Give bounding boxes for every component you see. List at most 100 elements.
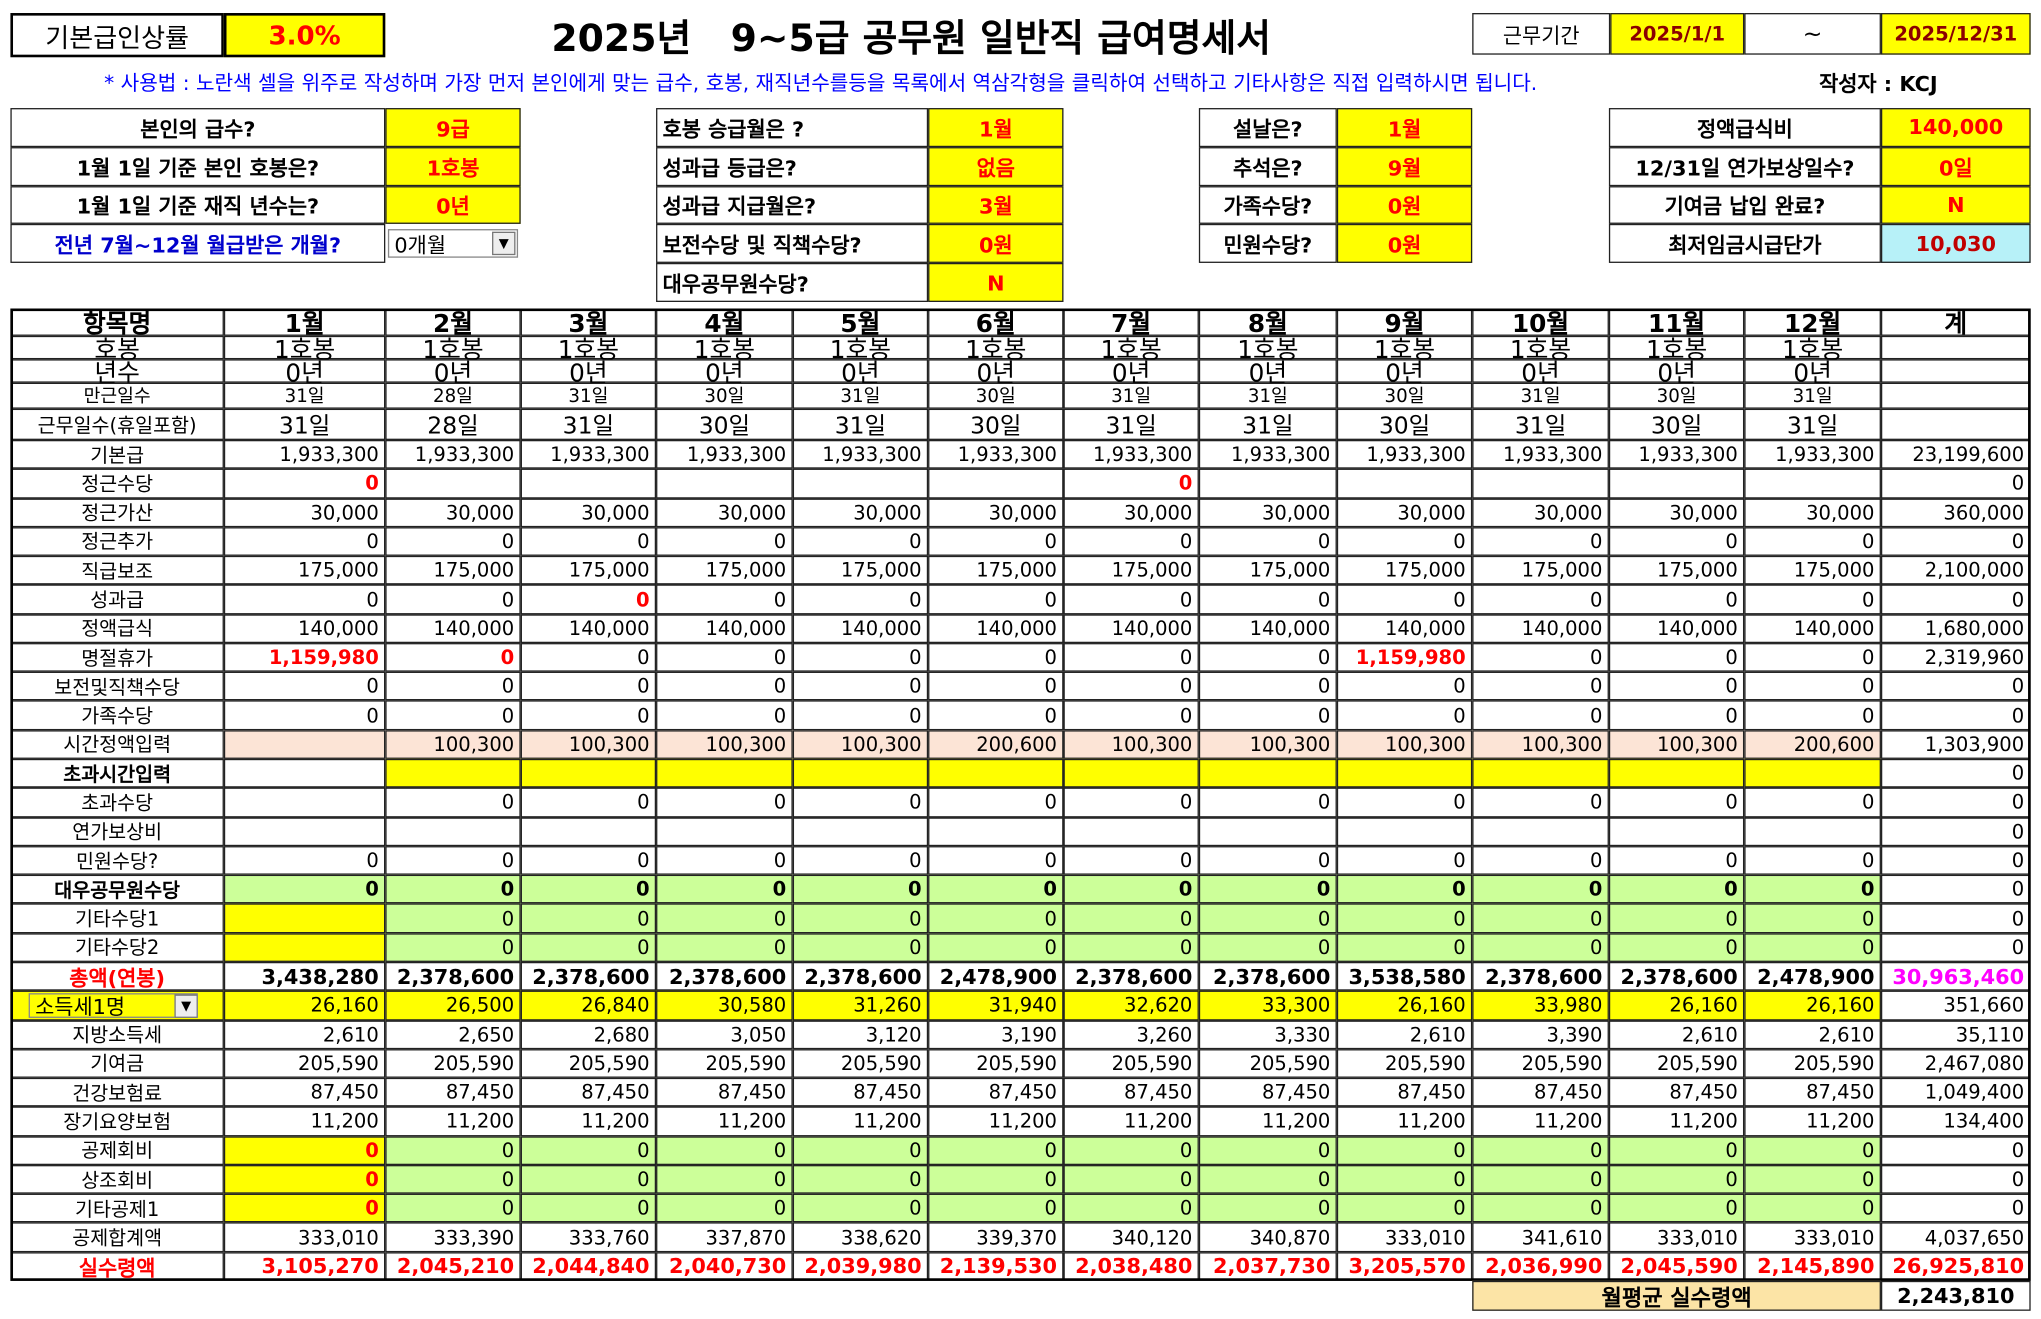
- value-cell: 30,000: [1063, 497, 1199, 527]
- row-label: 년수: [10, 359, 224, 387]
- cell-text: 2,650: [458, 1022, 515, 1047]
- cell-text: 0: [501, 587, 515, 612]
- value-cell: 100,300: [1472, 729, 1609, 759]
- value-cell: 0: [1608, 903, 1745, 933]
- value-cell: 0: [223, 468, 386, 498]
- cell-text: * 사용법 : 노란색 셀을 위주로 작성하며 가장 먼저 본인에게 맞는 급수…: [104, 71, 1538, 96]
- cell-text: 0: [365, 1196, 379, 1221]
- value-cell: 2,378,600: [1472, 961, 1609, 991]
- cell-text: 87,450: [1397, 1080, 1466, 1105]
- cell-text: 2월: [432, 309, 473, 339]
- tax-dropdown[interactable]: 소득세1명: [28, 993, 198, 1020]
- value-cell: 0: [1744, 671, 1881, 701]
- value-cell: 0: [1198, 584, 1337, 614]
- value-cell: [520, 758, 657, 788]
- value-cell: 31일: [520, 408, 657, 440]
- value-cell: 2,040,730: [656, 1251, 793, 1281]
- setting-value: 0원: [1336, 224, 1473, 264]
- value-cell: [385, 758, 521, 788]
- value-cell: 2,610: [223, 1019, 386, 1049]
- value-cell: 31일: [1063, 382, 1199, 409]
- value-cell: 11,200: [520, 1106, 657, 1136]
- cell-text: 0: [1725, 1138, 1738, 1163]
- value-cell: 2,044,840: [520, 1251, 657, 1281]
- cell-text: 0: [501, 790, 515, 815]
- row-label: 초과시간입력: [10, 758, 224, 788]
- cell-text: 140,000: [1521, 616, 1603, 641]
- value-cell: 333,010: [1744, 1222, 1881, 1252]
- cell-text: 0: [1453, 935, 1466, 960]
- cell-text: 2,045,210: [396, 1253, 515, 1279]
- cell-text: 0: [637, 906, 650, 931]
- cell-text: 4월: [704, 309, 745, 339]
- cell-text: 기본급: [90, 443, 145, 467]
- cell-text: 0: [501, 906, 515, 931]
- value-cell: 0: [520, 787, 657, 817]
- value-cell: 0: [656, 671, 793, 701]
- cell-text: 175,000: [1657, 558, 1738, 583]
- value-cell: 0: [928, 1135, 1064, 1165]
- value-cell: 0: [1608, 874, 1745, 904]
- cell-text: 0: [773, 529, 787, 554]
- cell-text: 민원수당?: [76, 849, 159, 873]
- cell-text: 32,620: [1124, 993, 1193, 1018]
- cell-text: 만근일수: [83, 386, 151, 408]
- cell-text: 0: [1453, 703, 1466, 728]
- value-cell: 0: [1063, 1164, 1199, 1194]
- cell-text: 0: [2011, 529, 2025, 554]
- value-cell: 2,378,600: [385, 961, 521, 991]
- cell-text: 0: [1179, 529, 1193, 554]
- cell-text: 초과시간입력: [63, 762, 172, 786]
- value-cell: 0: [928, 700, 1064, 730]
- rate-value: 3.0%: [223, 13, 386, 58]
- cell-text: 11,200: [988, 1109, 1057, 1134]
- row-label: 가족수당: [10, 700, 224, 730]
- value-cell: 2,680: [520, 1019, 657, 1049]
- value-cell: 0: [520, 671, 657, 701]
- value-cell: 0: [1063, 787, 1199, 817]
- cell-text: 140,000: [433, 616, 515, 641]
- cell-text: 1,933,300: [414, 442, 515, 467]
- value-cell: 1호봉: [928, 335, 1064, 364]
- cell-text: 1,049,400: [1924, 1080, 2025, 1105]
- value-cell: 30,000: [1744, 497, 1881, 527]
- value-cell: [385, 468, 521, 498]
- cell-text: 87,450: [1261, 1080, 1331, 1105]
- cell-text: 175,000: [568, 558, 650, 583]
- value-cell: 0: [1063, 468, 1199, 498]
- cell-text: 30일: [975, 386, 1016, 408]
- value-cell: 140,000: [1063, 613, 1199, 643]
- row-label: 기본급: [10, 439, 224, 469]
- value-cell: 3,390: [1472, 1019, 1609, 1049]
- cell-text: 0: [773, 1167, 787, 1192]
- cell-text: 0원: [1387, 233, 1422, 259]
- dropdown-arrow[interactable]: ▼: [492, 232, 516, 256]
- cell-text: 2,243,810: [1897, 1283, 2015, 1309]
- value-cell: 0: [385, 787, 521, 817]
- setting-dropdown[interactable]: 0개월: [387, 229, 519, 258]
- value-cell: 2,478,900: [1744, 961, 1881, 991]
- value-cell: 333,390: [385, 1222, 521, 1252]
- value-cell: 0: [792, 642, 929, 672]
- value-cell: 0: [928, 845, 1064, 875]
- setting-value: 9월: [1336, 146, 1473, 186]
- cell-text: 0: [501, 1138, 515, 1163]
- value-cell: [1880, 408, 2031, 440]
- value-cell: 30일: [928, 382, 1064, 409]
- cell-text: 상조회비: [81, 1168, 154, 1192]
- dropdown-arrow[interactable]: ▼: [174, 994, 198, 1019]
- cell-text: 140,000: [976, 616, 1057, 641]
- cell-text: 205,590: [433, 1051, 515, 1076]
- setting-value: 3월: [928, 185, 1064, 225]
- value-cell: [1336, 816, 1473, 846]
- cell-text: 0: [501, 529, 515, 554]
- cell-text: 140,000: [1249, 616, 1331, 641]
- value-cell: [792, 468, 929, 498]
- cell-text: 1,159,980: [1355, 645, 1466, 670]
- cell-text: 87,450: [1806, 1080, 1875, 1105]
- cell-text: 0: [1453, 587, 1466, 612]
- cell-text: 2,378,600: [1213, 964, 1331, 989]
- value-cell: [656, 468, 793, 498]
- cell-text: 가족수당: [81, 704, 154, 728]
- value-cell: 0년: [1608, 359, 1745, 387]
